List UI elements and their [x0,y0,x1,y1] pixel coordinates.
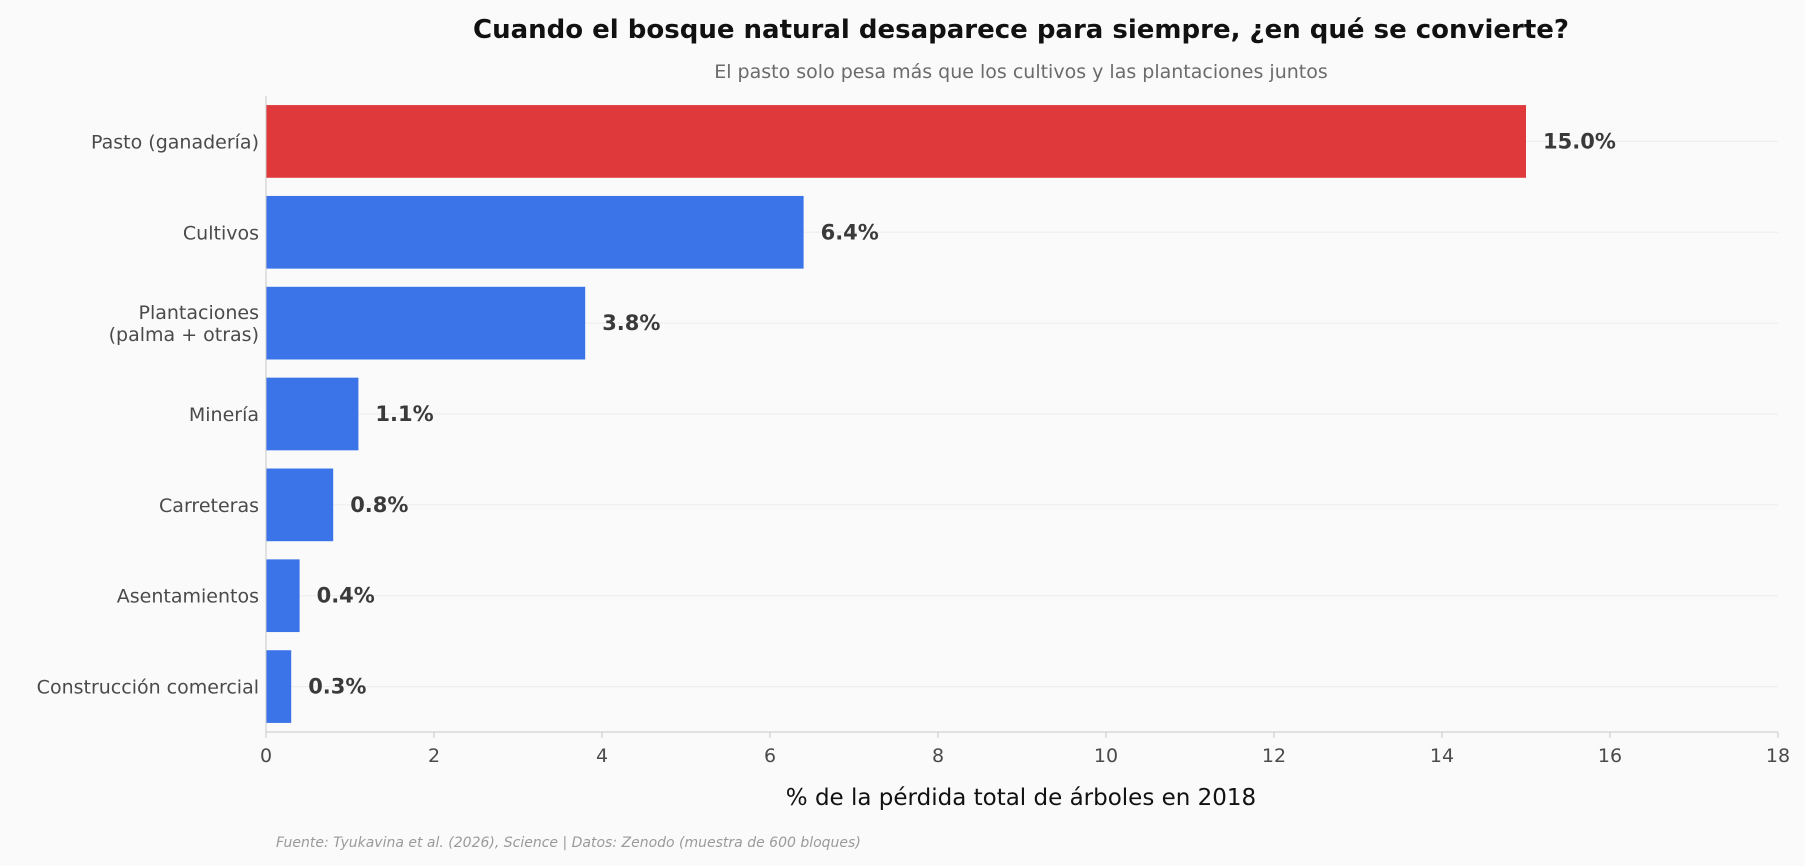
x-tick-label: 18 [1766,745,1790,767]
bar-2 [266,286,586,360]
chart-title: Cuando el bosque natural desaparece para… [473,15,1569,45]
category-label: Construcción comercial [37,677,259,699]
x-tick-label: 2 [428,745,440,767]
value-label: 0.8% [350,493,408,517]
x-tick-label: 4 [596,745,608,767]
value-label: 6.4% [821,220,879,244]
x-tick-label: 6 [764,745,776,767]
bar-6 [266,650,292,723]
value-label: 3.8% [602,311,660,335]
bar-3 [266,377,359,451]
x-tick-label: 14 [1430,745,1454,767]
category-label: Cultivos [183,222,259,244]
x-tick-label: 8 [932,745,944,767]
x-tick-label: 12 [1262,745,1286,767]
bar-1 [266,195,804,269]
value-label: 0.3% [308,675,366,699]
x-tick-label: 0 [260,745,272,767]
axes: Pasto (ganadería) Cultivos Plantaciones(pa… [37,96,1790,767]
category-label: Pasto (ganadería) [91,131,259,153]
bars: 15.0% 6.4% 3.8% 1.1% 0.8% 0.4% 0.3% [266,105,1616,723]
source-note: Fuente: Tyukavina et al. (2026), Science… [276,835,861,851]
x-axis-label: % de la pérdida total de árboles en 2018 [786,785,1256,811]
category-label: Plantaciones [139,302,260,324]
category-label: Minería [189,404,259,426]
bar-4 [266,468,334,542]
x-tick-label: 10 [1094,745,1118,767]
bar-0 [266,105,1526,178]
category-label: Asentamientos [117,586,259,608]
value-label: 15.0% [1543,129,1616,153]
x-tick-label: 16 [1598,745,1622,767]
value-label: 1.1% [375,402,433,426]
value-label: 0.4% [317,584,375,608]
chart-subtitle: El pasto solo pesa más que los cultivos … [714,61,1328,83]
category-label: (palma + otras) [109,324,259,346]
bar-5 [266,559,300,633]
category-label: Carreteras [159,495,259,517]
